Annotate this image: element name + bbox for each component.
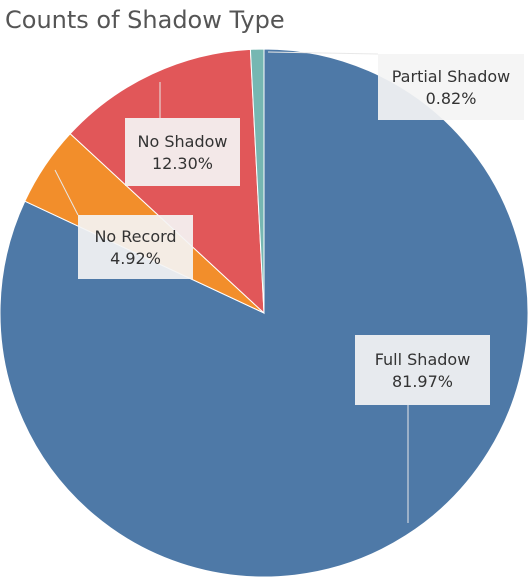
slice-percent-no-shadow: 12.30% [152, 154, 213, 173]
slice-percent-partial-shadow: 0.82% [426, 89, 477, 108]
slice-label-no-record: No Record [94, 227, 176, 246]
leader-line-partial-shadow [267, 51, 379, 55]
label-box-no-shadow [125, 118, 240, 186]
slice-label-full-shadow: Full Shadow [375, 350, 471, 369]
label-box-full-shadow [355, 335, 490, 405]
slice-percent-full-shadow: 81.97% [392, 372, 453, 391]
pie-slice-partial-shadow[interactable] [249, 48, 265, 314]
slice-label-partial-shadow: Partial Shadow [392, 67, 511, 86]
slice-percent-no-record: 4.92% [110, 249, 161, 268]
chart-title: Counts of Shadow Type [5, 6, 285, 34]
slice-label-no-shadow: No Shadow [138, 132, 228, 151]
label-box-no-record [78, 215, 193, 279]
label-box-partial-shadow [378, 54, 524, 120]
leader-line-no-record [54, 169, 79, 216]
